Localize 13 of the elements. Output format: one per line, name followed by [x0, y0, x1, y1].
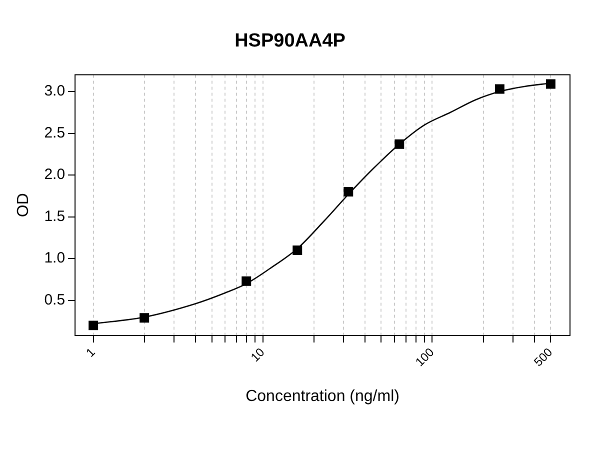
x-tick-label: 1 [83, 344, 98, 360]
chart-title: HSP90AA4P [234, 30, 346, 52]
y-tick-label: 1.5 [44, 208, 66, 225]
y-tick-label: 3.0 [44, 82, 66, 100]
y-tick-label: 2.5 [44, 124, 66, 142]
y-axis-title: OD [15, 193, 32, 218]
y-tick-label: 0.5 [44, 292, 66, 309]
x-tick-label: 100 [412, 344, 437, 370]
y-tick-label: 2.0 [44, 166, 66, 184]
x-axis-title: Concentration (ng/ml) [246, 388, 400, 405]
x-tick-label: 500 [531, 344, 556, 370]
x-tick-label: 10 [248, 344, 268, 364]
y-tick-label: 1.0 [44, 250, 66, 267]
